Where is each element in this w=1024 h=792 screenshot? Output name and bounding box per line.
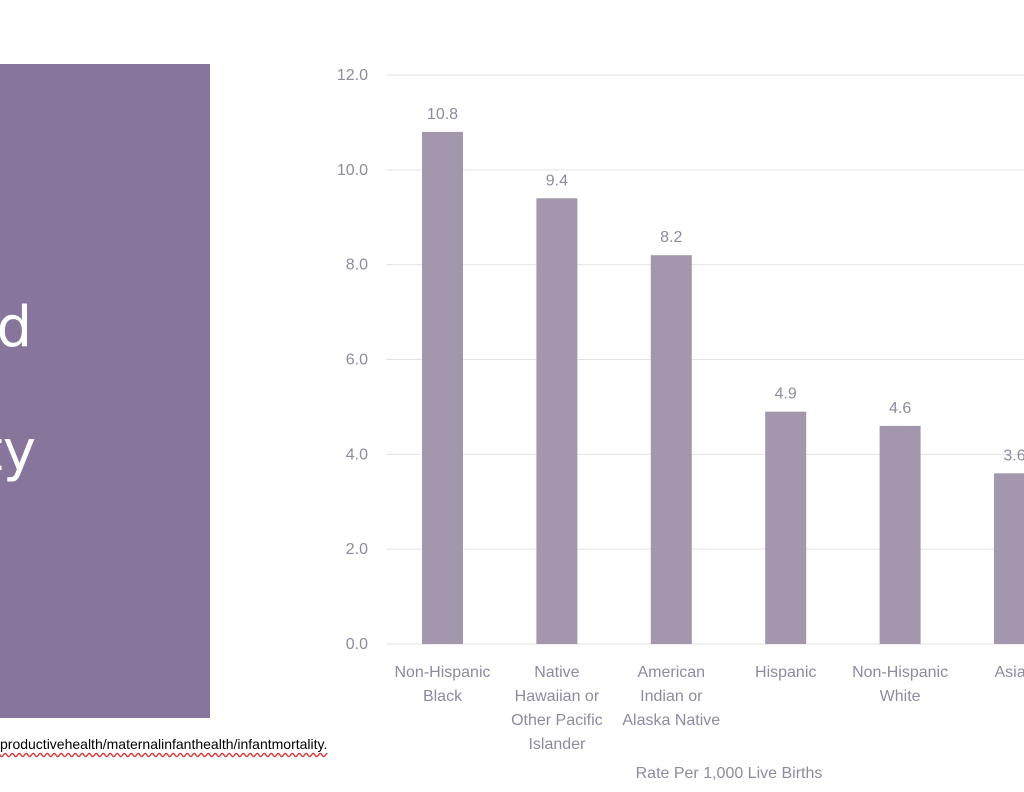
data-label: 9.4 — [546, 172, 568, 189]
y-tick-label: 6.0 — [346, 352, 368, 369]
bar — [879, 425, 921, 644]
x-tick-label: Non-Hispanic White — [852, 664, 948, 705]
panel-title-line-1: nd — [0, 295, 32, 360]
data-label: 4.6 — [889, 400, 911, 417]
x-tick-label: Native Hawaiian or Other Pacific Islander — [511, 664, 603, 753]
x-tick-label: Asian — [994, 664, 1024, 681]
source-citation: productivehealth/maternalinfanthealth/in… — [0, 736, 328, 752]
x-axis-title: Rate Per 1,000 Live Births — [636, 765, 823, 782]
y-tick-label: 8.0 — [346, 257, 368, 274]
x-tick-label: American Indian or Alaska Native — [622, 664, 720, 729]
data-label: 8.2 — [660, 229, 682, 246]
bar — [994, 473, 1024, 644]
data-label: 4.9 — [775, 386, 797, 403]
bar — [536, 198, 578, 645]
bar — [422, 131, 463, 644]
bar — [650, 255, 692, 644]
panel-title-line-2: ty — [0, 419, 36, 484]
x-tick-label: Hispanic — [755, 664, 816, 681]
y-tick-label: 10.0 — [337, 162, 368, 179]
y-tick-label: 2.0 — [346, 541, 368, 558]
title-panel: nd ty — [0, 64, 210, 718]
data-label: 3.6 — [1003, 447, 1024, 464]
y-tick-label: 4.0 — [346, 446, 368, 463]
y-tick-label: 12.0 — [337, 67, 368, 84]
bar — [765, 411, 807, 644]
x-tick-label: Non-Hispanic Black — [394, 664, 490, 705]
y-tick-label: 0.0 — [346, 636, 368, 653]
data-label: 10.8 — [427, 106, 458, 123]
